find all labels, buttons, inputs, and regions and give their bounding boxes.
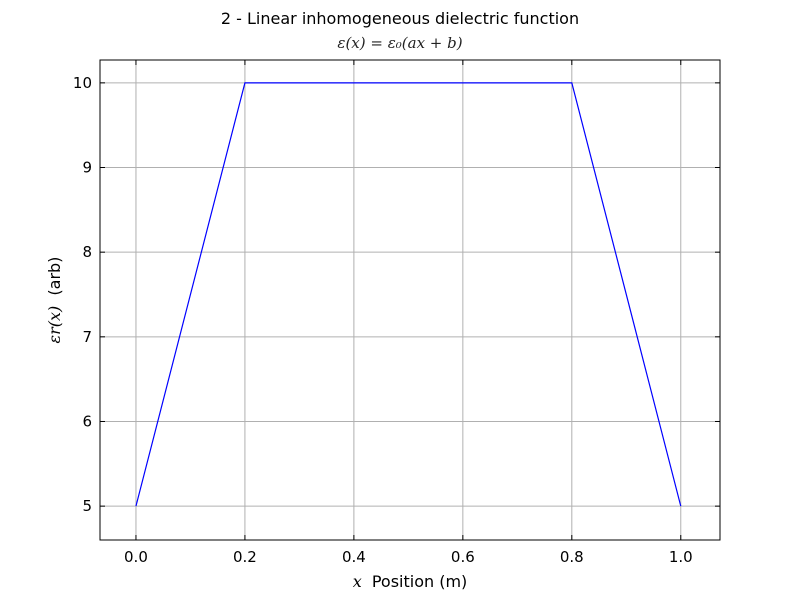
- y-tick-label: 8: [82, 243, 92, 261]
- plot-frame: [99, 59, 721, 541]
- y-axis-label: εr(x) (arb): [45, 257, 64, 344]
- chart-title: 2 - Linear inhomogeneous dielectric func…: [221, 9, 579, 28]
- y-tick-label: 5: [82, 497, 92, 515]
- grid: [100, 60, 720, 540]
- y-tick-label: 10: [73, 74, 92, 92]
- x-tick-label: 0.6: [451, 548, 475, 566]
- x-axis-label-text: Position (m): [372, 572, 467, 591]
- series-group: [135, 82, 682, 507]
- y-tick-label: 6: [82, 412, 92, 430]
- y-axis-label-text: (arb): [45, 257, 64, 296]
- x-tick-label: 0.4: [342, 548, 366, 566]
- x-tick-label: 0.0: [124, 548, 148, 566]
- y-tick-label: 9: [82, 159, 92, 177]
- y-axis-label-math: εr(x): [45, 306, 64, 344]
- x-tick-label: 1.0: [669, 548, 693, 566]
- chart-subtitle: ε(x) = ε₀(ax + b): [337, 34, 462, 52]
- x-axis-label-math: x: [353, 572, 362, 591]
- x-axis-label: x Position (m): [353, 572, 468, 591]
- ticks: 0.0 0.2 0.4 0.6 0.8 1.0 5 6 7 8 9 10: [73, 60, 720, 566]
- x-tick-label: 0.2: [233, 548, 257, 566]
- x-tick-label: 0.8: [560, 548, 584, 566]
- y-tick-label: 7: [82, 328, 92, 346]
- series-line-epsilon: [135, 82, 682, 507]
